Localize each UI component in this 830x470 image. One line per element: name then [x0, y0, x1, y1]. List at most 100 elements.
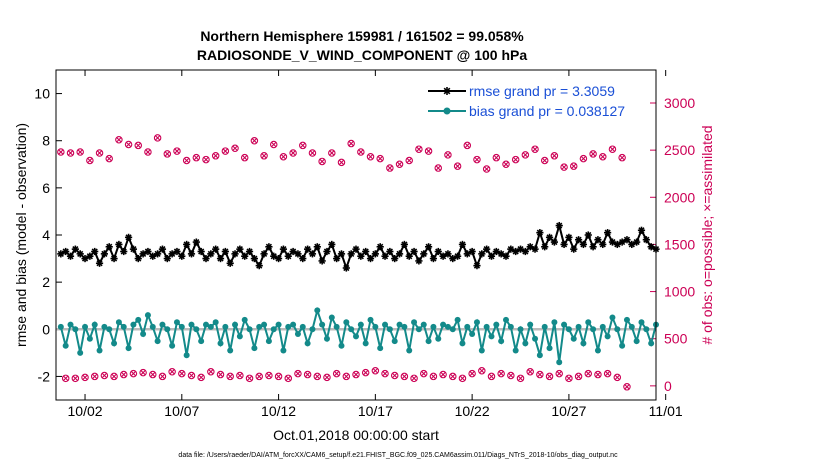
obs-possible-point	[240, 153, 249, 162]
bias-point	[290, 321, 297, 328]
bias-point	[493, 321, 500, 328]
bias-point	[256, 323, 263, 330]
x-tick-label: 10/17	[358, 403, 393, 419]
obs-possible-point	[521, 151, 530, 159]
bias-point	[541, 323, 548, 330]
rmse-point	[163, 254, 171, 263]
rmse-point	[444, 250, 452, 258]
obs-assimilated-point	[358, 149, 364, 155]
rmse-point	[260, 250, 268, 258]
bias-point	[435, 335, 442, 342]
obs-assimilated-point	[251, 137, 258, 144]
obs-possible-point	[444, 151, 452, 159]
bias-point	[546, 345, 553, 352]
rmse-point	[66, 252, 75, 260]
obs-assimilated-point	[324, 374, 330, 381]
obs-possible-point	[182, 156, 191, 165]
obs-assimilated-point	[96, 150, 103, 156]
obs-possible-point	[81, 373, 89, 382]
rmse-point	[633, 238, 641, 246]
rmse-point	[255, 262, 263, 270]
obs-assimilated-point	[420, 370, 427, 377]
obs-assimilated-point	[508, 372, 514, 379]
rmse-point	[154, 250, 162, 258]
obs-assimilated-point	[164, 151, 171, 157]
bias-point	[130, 321, 137, 328]
bias-line	[59, 306, 657, 363]
rmse-point	[541, 243, 549, 251]
obs-possible-point	[245, 374, 254, 383]
obs-assimilated-point	[111, 373, 117, 380]
obs-assimilated-point	[169, 368, 175, 375]
rmse-point	[342, 264, 350, 272]
obs-possible-point	[139, 368, 147, 377]
rmse-point	[642, 236, 650, 244]
obs-assimilated-point	[527, 368, 533, 375]
obs-possible-point	[328, 149, 336, 157]
bias-point	[154, 338, 161, 345]
obs-possible-point	[168, 367, 176, 376]
obs-assimilated-point	[198, 374, 204, 381]
y-tick-label: 0	[42, 321, 50, 337]
chart-title-line2: RADIOSONDE_V_WIND_COMPONENT @ 100 hPa	[197, 47, 527, 63]
obs-possible-point	[323, 373, 331, 382]
bias-point	[96, 347, 103, 354]
rmse-point	[478, 250, 486, 258]
obs-assimilated-point	[396, 161, 403, 168]
obs-assimilated-point	[464, 142, 471, 149]
bias-point	[106, 326, 113, 333]
bias-point	[304, 340, 311, 347]
rmse-point	[95, 259, 104, 267]
rmse-point	[483, 245, 491, 253]
bias-point	[648, 340, 655, 347]
rmse-point	[502, 252, 510, 260]
bias-point	[561, 321, 568, 328]
rmse-point	[637, 226, 646, 234]
obs-possible-point	[574, 372, 583, 381]
obs-assimilated-point	[261, 153, 267, 159]
obs-assimilated-point	[595, 371, 601, 378]
rmse-point	[531, 245, 539, 253]
rmse-point	[410, 247, 418, 256]
obs-possible-point	[511, 155, 520, 164]
rmse-point	[584, 231, 592, 239]
obs-assimilated-point	[232, 145, 238, 152]
obs-possible-point	[61, 374, 70, 383]
obs-assimilated-point	[459, 375, 466, 382]
obs-assimilated-point	[154, 135, 161, 141]
obs-assimilated-point	[140, 369, 146, 376]
rmse-point	[245, 247, 254, 256]
bias-point	[633, 338, 640, 345]
obs-possible-point	[468, 369, 476, 378]
obs-possible-point	[497, 369, 505, 378]
bias-point	[643, 326, 650, 333]
obs-possible-point	[439, 370, 447, 379]
bias-point	[507, 323, 514, 330]
rmse-point	[434, 247, 442, 256]
obs-possible-point	[187, 371, 196, 380]
obs-assimilated-point	[454, 163, 461, 169]
bias-point	[449, 326, 456, 333]
obs-possible-point	[144, 148, 152, 156]
rmse-point	[555, 221, 563, 230]
obs-possible-point	[158, 372, 167, 381]
obs-assimilated-point	[174, 148, 180, 154]
rmse-point	[328, 240, 336, 249]
y2-axis-label: # of obs: o=possible; ×=assimilated	[699, 125, 715, 344]
bias-point	[411, 319, 418, 326]
bias-point	[464, 323, 471, 330]
bias-point	[386, 326, 393, 333]
bias-point	[565, 326, 572, 333]
bias-point	[294, 331, 301, 337]
rmse-point	[536, 229, 544, 237]
bias-point	[77, 349, 84, 356]
obs-possible-point	[623, 383, 631, 391]
obs-possible-point	[526, 367, 534, 376]
bias-point	[628, 323, 635, 330]
obs-assimilated-point	[159, 373, 166, 380]
y-tick-label: 8	[42, 133, 50, 149]
obs-assimilated-point	[493, 154, 500, 161]
obs-possible-point	[192, 153, 201, 162]
obs-possible-point	[221, 147, 230, 155]
